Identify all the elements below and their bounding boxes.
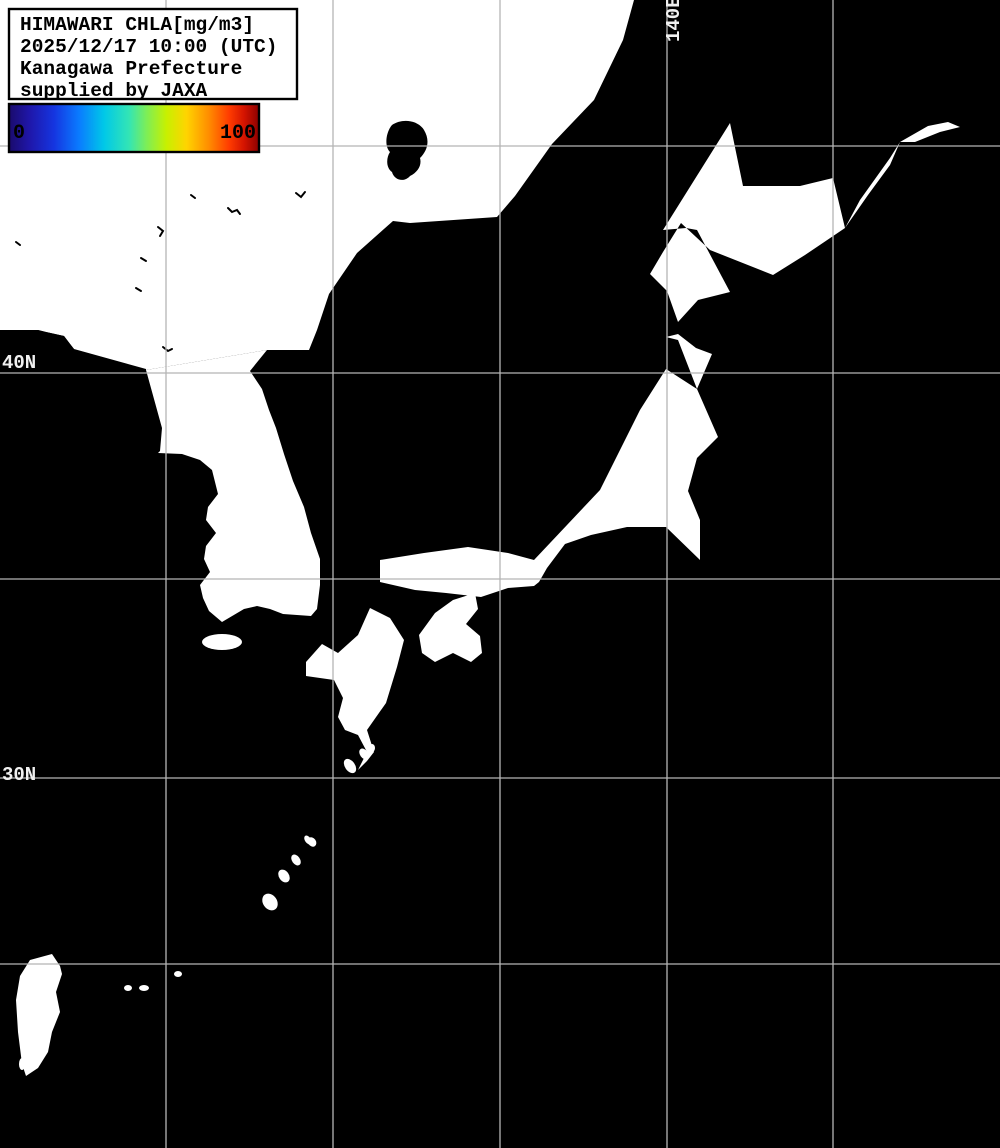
svg-text:100: 100 (220, 122, 256, 145)
svg-text:40N: 40N (2, 352, 36, 374)
svg-text:2025/12/17 10:00 (UTC): 2025/12/17 10:00 (UTC) (20, 36, 277, 58)
svg-text:30N: 30N (2, 764, 36, 786)
svg-text:HIMAWARI CHLA[mg/m3]: HIMAWARI CHLA[mg/m3] (20, 14, 254, 36)
svg-text:140E: 140E (663, 0, 685, 42)
svg-text:Kanagawa Prefecture: Kanagawa Prefecture (20, 58, 242, 80)
svg-text:0: 0 (13, 122, 25, 145)
svg-text:supplied by JAXA: supplied by JAXA (20, 80, 208, 102)
